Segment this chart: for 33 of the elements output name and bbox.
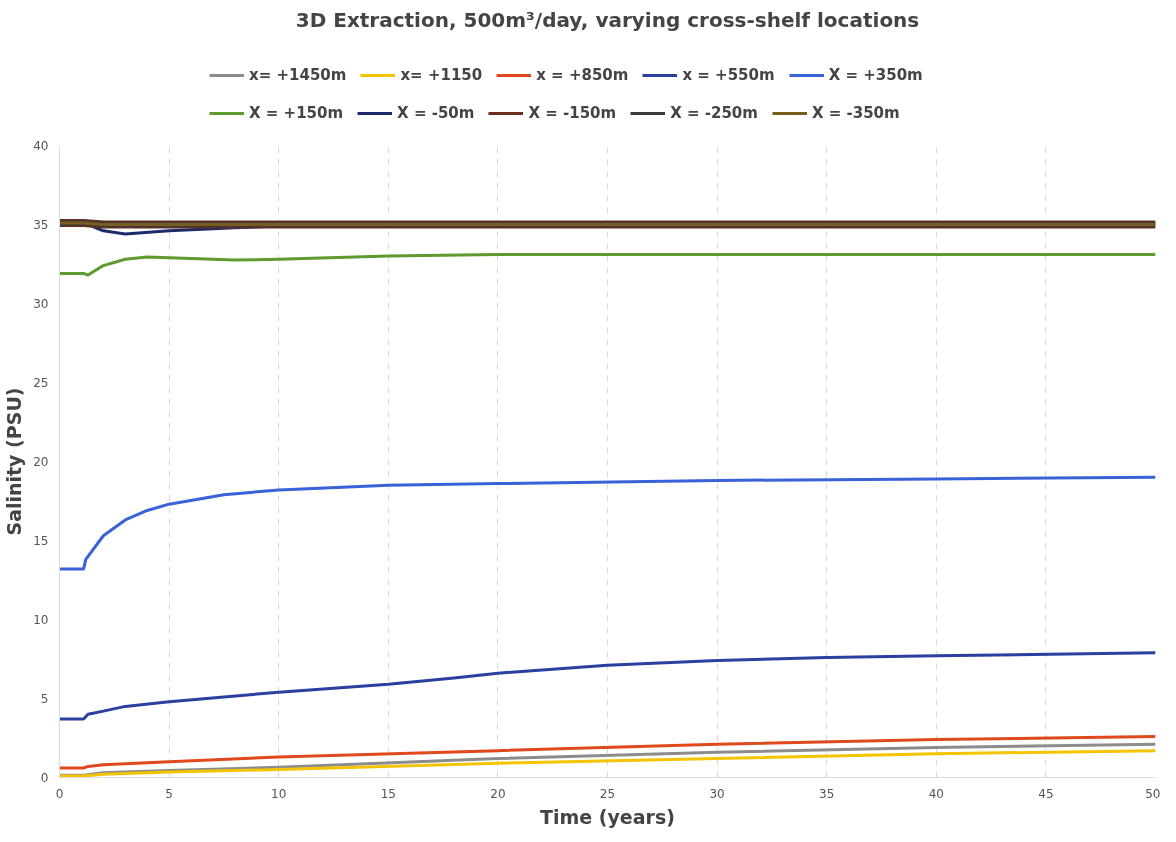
- legend-label: X = +350m: [828, 66, 923, 84]
- y-tick-label: 30: [33, 297, 49, 311]
- x-tick-label: 50: [1145, 786, 1161, 801]
- legend-label: x = +850m: [536, 66, 629, 84]
- y-tick-label: 0: [40, 771, 49, 785]
- y-tick-label: 15: [33, 534, 49, 548]
- x-tick-label: 15: [380, 786, 396, 801]
- legend-label: x = +550m: [682, 66, 775, 84]
- legend-label: x= +1450m: [249, 66, 347, 84]
- legend-label: X = -150m: [528, 104, 617, 122]
- x-tick-label: 45: [1038, 786, 1054, 801]
- x-tick-label: 30: [709, 786, 725, 801]
- x-tick-label: 20: [490, 786, 506, 801]
- y-tick-label: 40: [33, 139, 49, 153]
- y-tick-label: 5: [40, 692, 49, 706]
- legend-label: X = -50m: [397, 104, 475, 122]
- x-tick-label: 10: [271, 786, 287, 801]
- x-tick-label: 40: [928, 786, 944, 801]
- x-tick-label: 25: [599, 786, 616, 801]
- y-tick-label: 35: [33, 218, 49, 232]
- x-tick-label: 0: [55, 786, 64, 801]
- y-tick-label: 25: [33, 376, 49, 390]
- legend-label: X = -250m: [670, 104, 758, 122]
- x-tick-label: 5: [165, 786, 173, 801]
- y-axis-title: Salinity (PSU): [3, 387, 26, 536]
- legend-label: X = -350m: [811, 104, 900, 122]
- legend-label: x= +1150: [400, 66, 483, 84]
- x-tick-label: 35: [819, 786, 835, 801]
- chart-title: 3D Extraction, 500m³/day, varying cross-shelf locations: [295, 7, 920, 32]
- y-tick-label: 10: [33, 613, 49, 627]
- y-tick-label: 20: [33, 455, 49, 469]
- legend-label: X = +150m: [249, 104, 344, 122]
- x-axis-title: Time (years): [540, 805, 675, 828]
